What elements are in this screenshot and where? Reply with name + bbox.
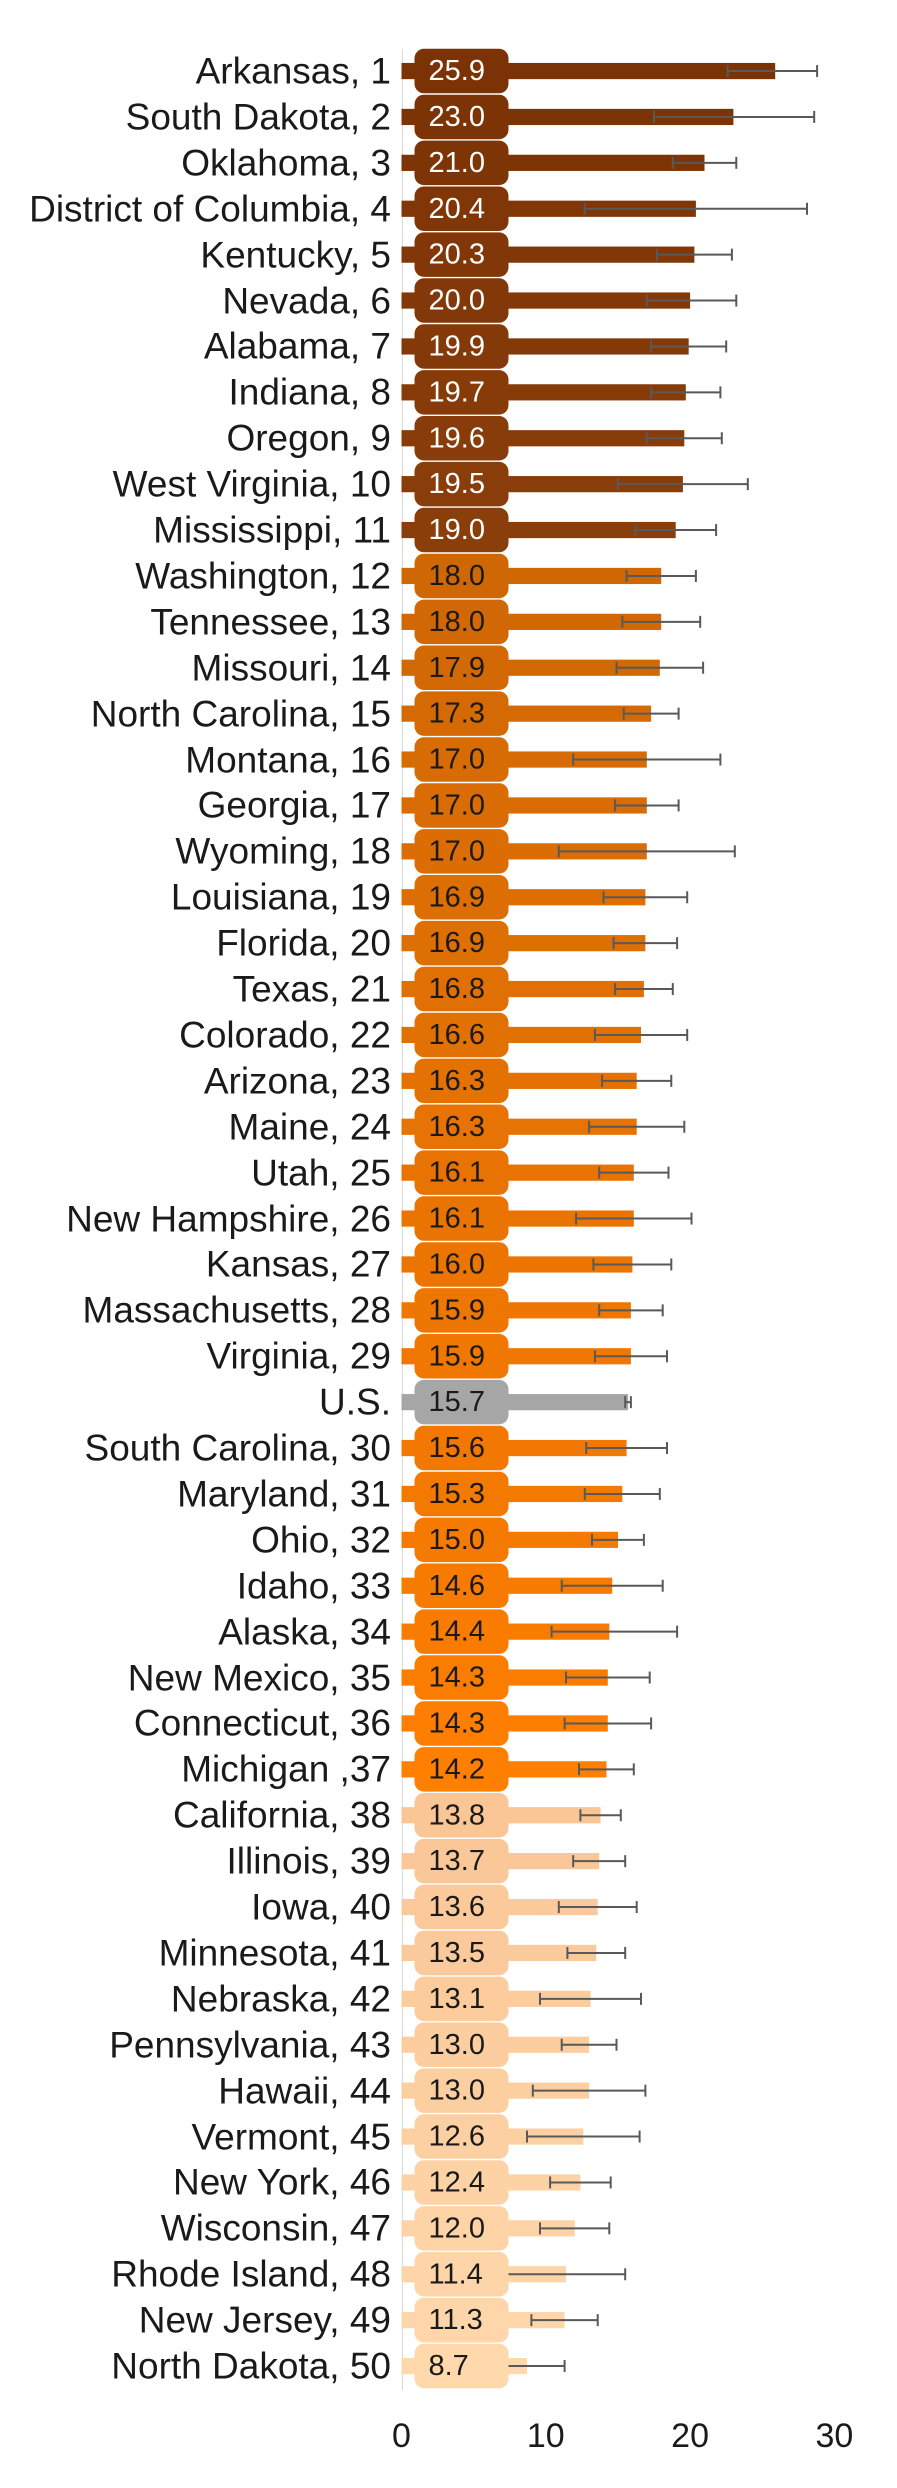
svg-text:8.7: 8.7 (429, 2350, 469, 2382)
svg-text:13.8: 13.8 (429, 1799, 485, 1831)
svg-text:17.0: 17.0 (429, 744, 485, 776)
svg-text:13.5: 13.5 (429, 1937, 485, 1969)
svg-text:19.5: 19.5 (429, 468, 485, 500)
svg-text:25.9: 25.9 (429, 55, 485, 87)
svg-text:16.3: 16.3 (429, 1111, 485, 1143)
svg-text:15.7: 15.7 (429, 1386, 485, 1418)
svg-text:15.9: 15.9 (429, 1294, 485, 1326)
svg-text:15.0: 15.0 (429, 1524, 485, 1556)
svg-text:14.3: 14.3 (429, 1707, 485, 1739)
svg-text:14.6: 14.6 (429, 1570, 485, 1602)
svg-text:16.6: 16.6 (429, 1019, 485, 1051)
svg-text:21.0: 21.0 (429, 147, 485, 179)
svg-text:14.2: 14.2 (429, 1753, 485, 1785)
svg-text:12.0: 12.0 (429, 2212, 485, 2244)
svg-text:23.0: 23.0 (429, 101, 485, 133)
svg-text:14.3: 14.3 (429, 1662, 485, 1694)
svg-text:15.9: 15.9 (429, 1340, 485, 1372)
svg-text:19.6: 19.6 (429, 422, 485, 454)
svg-text:19.9: 19.9 (429, 330, 485, 362)
svg-text:17.3: 17.3 (429, 698, 485, 730)
svg-text:13.6: 13.6 (429, 1891, 485, 1923)
svg-text:14.4: 14.4 (429, 1616, 485, 1648)
svg-text:12.6: 12.6 (429, 2121, 485, 2153)
svg-text:16.8: 16.8 (429, 973, 485, 1005)
svg-text:17.0: 17.0 (429, 835, 485, 867)
svg-text:16.3: 16.3 (429, 1065, 485, 1097)
svg-text:13.1: 13.1 (429, 1983, 485, 2015)
svg-text:18.0: 18.0 (429, 560, 485, 592)
svg-text:16.9: 16.9 (429, 881, 485, 913)
svg-text:19.0: 19.0 (429, 514, 485, 546)
svg-text:19.7: 19.7 (429, 376, 485, 408)
svg-text:12.4: 12.4 (429, 2166, 485, 2198)
svg-text:11.3: 11.3 (429, 2304, 483, 2336)
svg-text:16.9: 16.9 (429, 927, 485, 959)
svg-text:20.3: 20.3 (429, 239, 485, 271)
svg-text:16.0: 16.0 (429, 1248, 485, 1280)
svg-text:15.6: 15.6 (429, 1432, 485, 1464)
svg-text:18.0: 18.0 (429, 606, 485, 638)
svg-text:13.0: 13.0 (429, 2075, 485, 2107)
svg-text:13.7: 13.7 (429, 1845, 485, 1877)
svg-text:17.0: 17.0 (429, 789, 485, 821)
svg-text:13.0: 13.0 (429, 2029, 485, 2061)
svg-text:16.1: 16.1 (429, 1203, 485, 1235)
svg-text:16.1: 16.1 (429, 1157, 485, 1189)
svg-text:11.4: 11.4 (429, 2258, 483, 2290)
svg-text:20.4: 20.4 (429, 193, 485, 225)
svg-text:15.3: 15.3 (429, 1478, 485, 1510)
svg-text:17.9: 17.9 (429, 652, 485, 684)
svg-text:20.0: 20.0 (429, 285, 485, 317)
